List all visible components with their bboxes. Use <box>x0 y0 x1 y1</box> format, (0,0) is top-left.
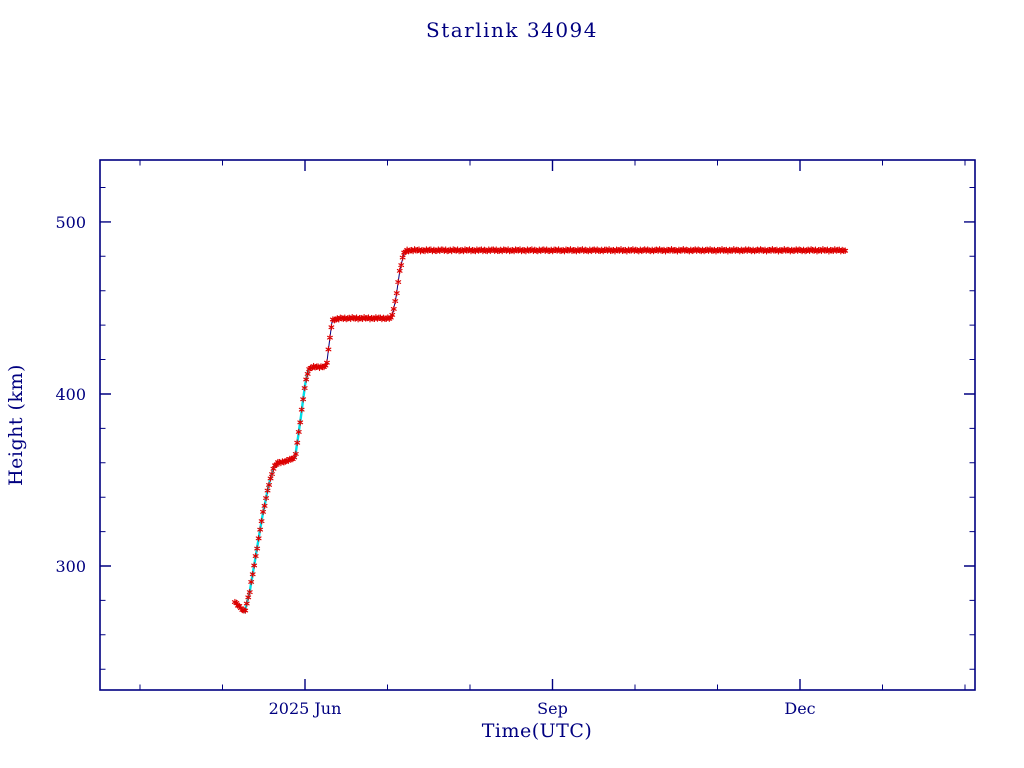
plot-frame <box>99 159 976 691</box>
ascent-fit-line <box>233 366 315 614</box>
y-axis-label: Height (km) <box>5 364 27 486</box>
y-tick-label-400: 400 <box>55 385 86 404</box>
x-tick-label: Sep <box>537 699 568 718</box>
plot-layer: 300 400 500 2025 Jun Sep Dec <box>55 159 976 718</box>
x-tick-label: Dec <box>784 699 815 718</box>
chart-title: Starlink 34094 <box>426 18 598 42</box>
major-ticks <box>100 160 975 690</box>
observed-height-markers <box>231 246 849 614</box>
orbit-track-line <box>234 249 846 613</box>
y-tick-label-300: 300 <box>55 557 86 576</box>
y-tick-label-500: 500 <box>55 213 86 232</box>
x-tick-label: 2025 Jun <box>269 699 342 718</box>
minor-ticks <box>100 160 975 690</box>
x-axis-label: Time(UTC) <box>482 720 593 742</box>
